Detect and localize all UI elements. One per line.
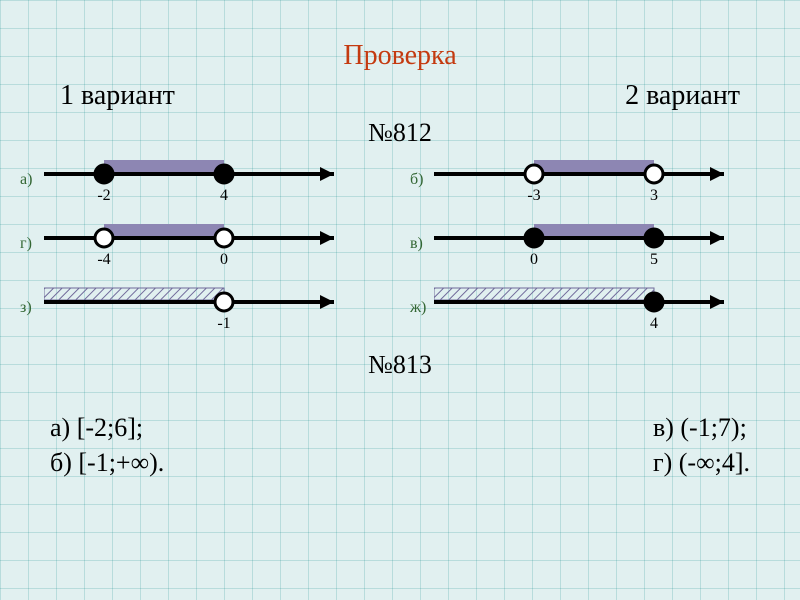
tick-label: 3 — [650, 187, 658, 204]
tick-label: 4 — [650, 315, 658, 332]
closed-point — [645, 293, 663, 311]
open-point — [215, 229, 233, 247]
closed-point — [215, 165, 233, 183]
open-point — [95, 229, 113, 247]
answer-right-1: в) (-1;7); — [653, 410, 750, 445]
tick-label: 4 — [220, 187, 228, 204]
number-line-svg: 05 — [434, 216, 734, 272]
number-line-svg: -2 4 — [44, 152, 344, 208]
lines-col-left: а) -2 4 г) -4 0 з) -1 — [20, 152, 390, 344]
tick-label: 0 — [220, 251, 228, 268]
number-line-svg: -1 — [44, 280, 344, 336]
line-label: з) — [20, 299, 44, 317]
open-point — [215, 293, 233, 311]
tick-label: -2 — [97, 187, 110, 204]
line-label: ж) — [410, 299, 434, 317]
variant-2-label: 2 вариант — [625, 80, 740, 112]
number-line: б) -3 3 — [410, 152, 780, 208]
number-lines-block: а)-24г)-40з)-1 б)-33в)05ж)4 — [0, 152, 800, 344]
number-line-svg: -4 0 — [44, 216, 344, 272]
tick-label: 5 — [650, 251, 658, 268]
closed-point — [95, 165, 113, 183]
answer-left-1: а) [-2;6]; — [50, 410, 164, 445]
open-point — [645, 165, 663, 183]
closed-point — [645, 229, 663, 247]
number-line: г) -4 0 — [20, 216, 390, 272]
tick-label: 0 — [530, 251, 538, 268]
number-line-svg: 4 — [434, 280, 734, 336]
number-line-svg: -3 3 — [434, 152, 734, 208]
answers-right: в) (-1;7); г) (-∞;4]. — [653, 410, 750, 480]
line-label: а) — [20, 171, 44, 189]
page-title: Проверка — [0, 0, 800, 72]
number-line: а) -2 4 — [20, 152, 390, 208]
answer-right-2: г) (-∞;4]. — [653, 445, 750, 480]
variant-row: 1 вариант 2 вариант — [0, 80, 800, 112]
answers-left: а) [-2;6]; б) [-1;+∞). — [50, 410, 164, 480]
tick-label: -4 — [97, 251, 110, 268]
tick-label: -1 — [217, 315, 230, 332]
line-label: в) — [410, 235, 434, 253]
open-point — [525, 165, 543, 183]
variant-1-label: 1 вариант — [60, 80, 175, 112]
answers-block: а) [-2;6]; б) [-1;+∞). в) (-1;7); г) (-∞… — [0, 410, 800, 480]
closed-point — [525, 229, 543, 247]
line-label: б) — [410, 171, 434, 189]
answer-left-2: б) [-1;+∞). — [50, 445, 164, 480]
number-line: в)05 — [410, 216, 780, 272]
problem-813: №813 — [0, 350, 800, 380]
number-line: ж) 4 — [410, 280, 780, 336]
line-label: г) — [20, 235, 44, 253]
tick-label: -3 — [527, 187, 540, 204]
lines-col-right: б)-33в)05ж)4 — [410, 152, 780, 344]
number-line: з) -1 — [20, 280, 390, 336]
problem-812: №812 — [0, 118, 800, 148]
